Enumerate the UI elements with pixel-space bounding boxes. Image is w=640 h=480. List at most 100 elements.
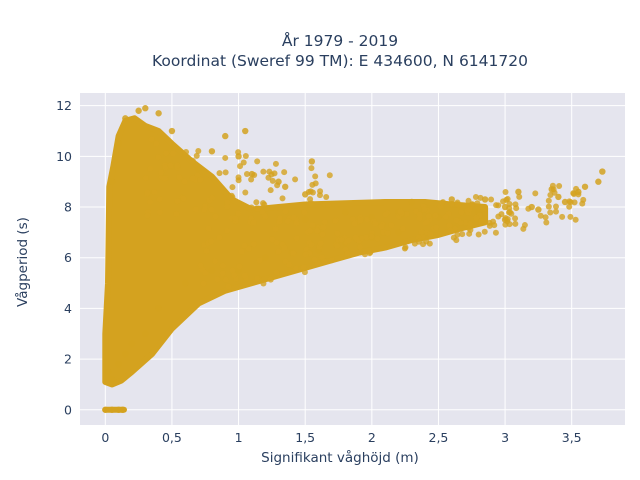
- data-point: [502, 215, 509, 222]
- data-point: [235, 149, 242, 156]
- data-point: [462, 219, 469, 226]
- data-point: [506, 209, 513, 216]
- data-point: [477, 194, 484, 201]
- data-point: [467, 220, 474, 227]
- data-point: [162, 164, 169, 171]
- data-point: [174, 198, 181, 205]
- data-point: [253, 199, 260, 206]
- data-point: [555, 193, 562, 201]
- data-point: [216, 234, 223, 241]
- data-point: [275, 248, 282, 255]
- data-point: [351, 220, 358, 227]
- data-point: [418, 228, 425, 235]
- data-point: [292, 265, 299, 272]
- data-point: [248, 204, 255, 211]
- data-point: [259, 209, 266, 216]
- data-point: [432, 212, 439, 219]
- data-point: [532, 190, 539, 197]
- data-point: [488, 196, 495, 203]
- data-point: [572, 216, 579, 223]
- data-point: [237, 163, 244, 170]
- data-point: [242, 127, 249, 135]
- data-point: [269, 236, 276, 243]
- data-point: [248, 176, 255, 183]
- data-point: [144, 189, 151, 196]
- data-point: [173, 210, 180, 217]
- data-point: [272, 160, 279, 167]
- x-tick-label: 2: [368, 430, 376, 445]
- data-point: [399, 225, 406, 232]
- data-point: [328, 257, 335, 264]
- x-tick-label: 2,5: [429, 430, 449, 445]
- data-point: [161, 175, 168, 182]
- data-point: [458, 209, 465, 216]
- data-point: [271, 170, 278, 177]
- data-point: [181, 178, 188, 185]
- data-point: [284, 218, 291, 225]
- data-point: [319, 231, 326, 238]
- data-point: [243, 170, 250, 177]
- data-point: [276, 215, 283, 222]
- data-point: [397, 208, 404, 215]
- data-point: [167, 162, 174, 169]
- data-point: [108, 376, 116, 383]
- data-point: [490, 218, 497, 225]
- data-point: [151, 189, 158, 196]
- data-point: [500, 198, 507, 205]
- data-point: [425, 212, 432, 219]
- data-point: [108, 178, 116, 185]
- data-point: [142, 105, 149, 112]
- data-point: [495, 213, 502, 220]
- data-point: [197, 262, 204, 269]
- data-point: [481, 196, 489, 203]
- data-point: [102, 406, 109, 413]
- data-point: [420, 241, 427, 248]
- data-point: [359, 235, 366, 242]
- data-point: [292, 176, 299, 183]
- data-point: [495, 202, 502, 209]
- data-point: [153, 140, 160, 147]
- data-point: [122, 115, 129, 122]
- data-point: [453, 217, 460, 224]
- y-tick-label: 0: [64, 402, 72, 417]
- data-point: [269, 177, 276, 184]
- data-point: [255, 205, 262, 212]
- data-point: [300, 264, 307, 271]
- data-point: [231, 271, 238, 278]
- data-point: [254, 158, 261, 165]
- data-point: [567, 213, 574, 220]
- data-point: [426, 240, 433, 247]
- data-point: [142, 175, 149, 182]
- data-point: [566, 203, 573, 210]
- data-point: [317, 188, 324, 195]
- data-point: [378, 223, 385, 230]
- data-point: [547, 209, 554, 216]
- chart-title-line-1: År 1979 - 2019: [282, 31, 398, 50]
- data-point: [208, 238, 215, 245]
- data-point: [128, 340, 136, 348]
- data-point: [421, 206, 428, 213]
- data-point: [595, 178, 602, 185]
- data-point: [205, 225, 212, 232]
- data-point: [144, 212, 151, 219]
- data-point: [250, 219, 257, 226]
- data-point: [537, 212, 544, 219]
- data-point: [545, 203, 552, 210]
- data-point: [176, 174, 183, 181]
- data-point: [222, 169, 229, 176]
- data-point: [219, 262, 226, 269]
- data-point: [260, 280, 267, 287]
- data-point: [195, 165, 202, 173]
- data-point: [556, 183, 563, 190]
- data-point: [478, 218, 485, 225]
- data-point: [236, 263, 243, 270]
- data-point: [423, 219, 430, 226]
- y-axis-title: Vågperiod (s): [14, 217, 31, 307]
- data-point: [290, 214, 297, 221]
- data-point: [183, 148, 190, 155]
- data-point: [235, 177, 242, 184]
- data-point: [599, 168, 606, 175]
- data-point: [401, 245, 408, 252]
- data-point: [382, 211, 389, 218]
